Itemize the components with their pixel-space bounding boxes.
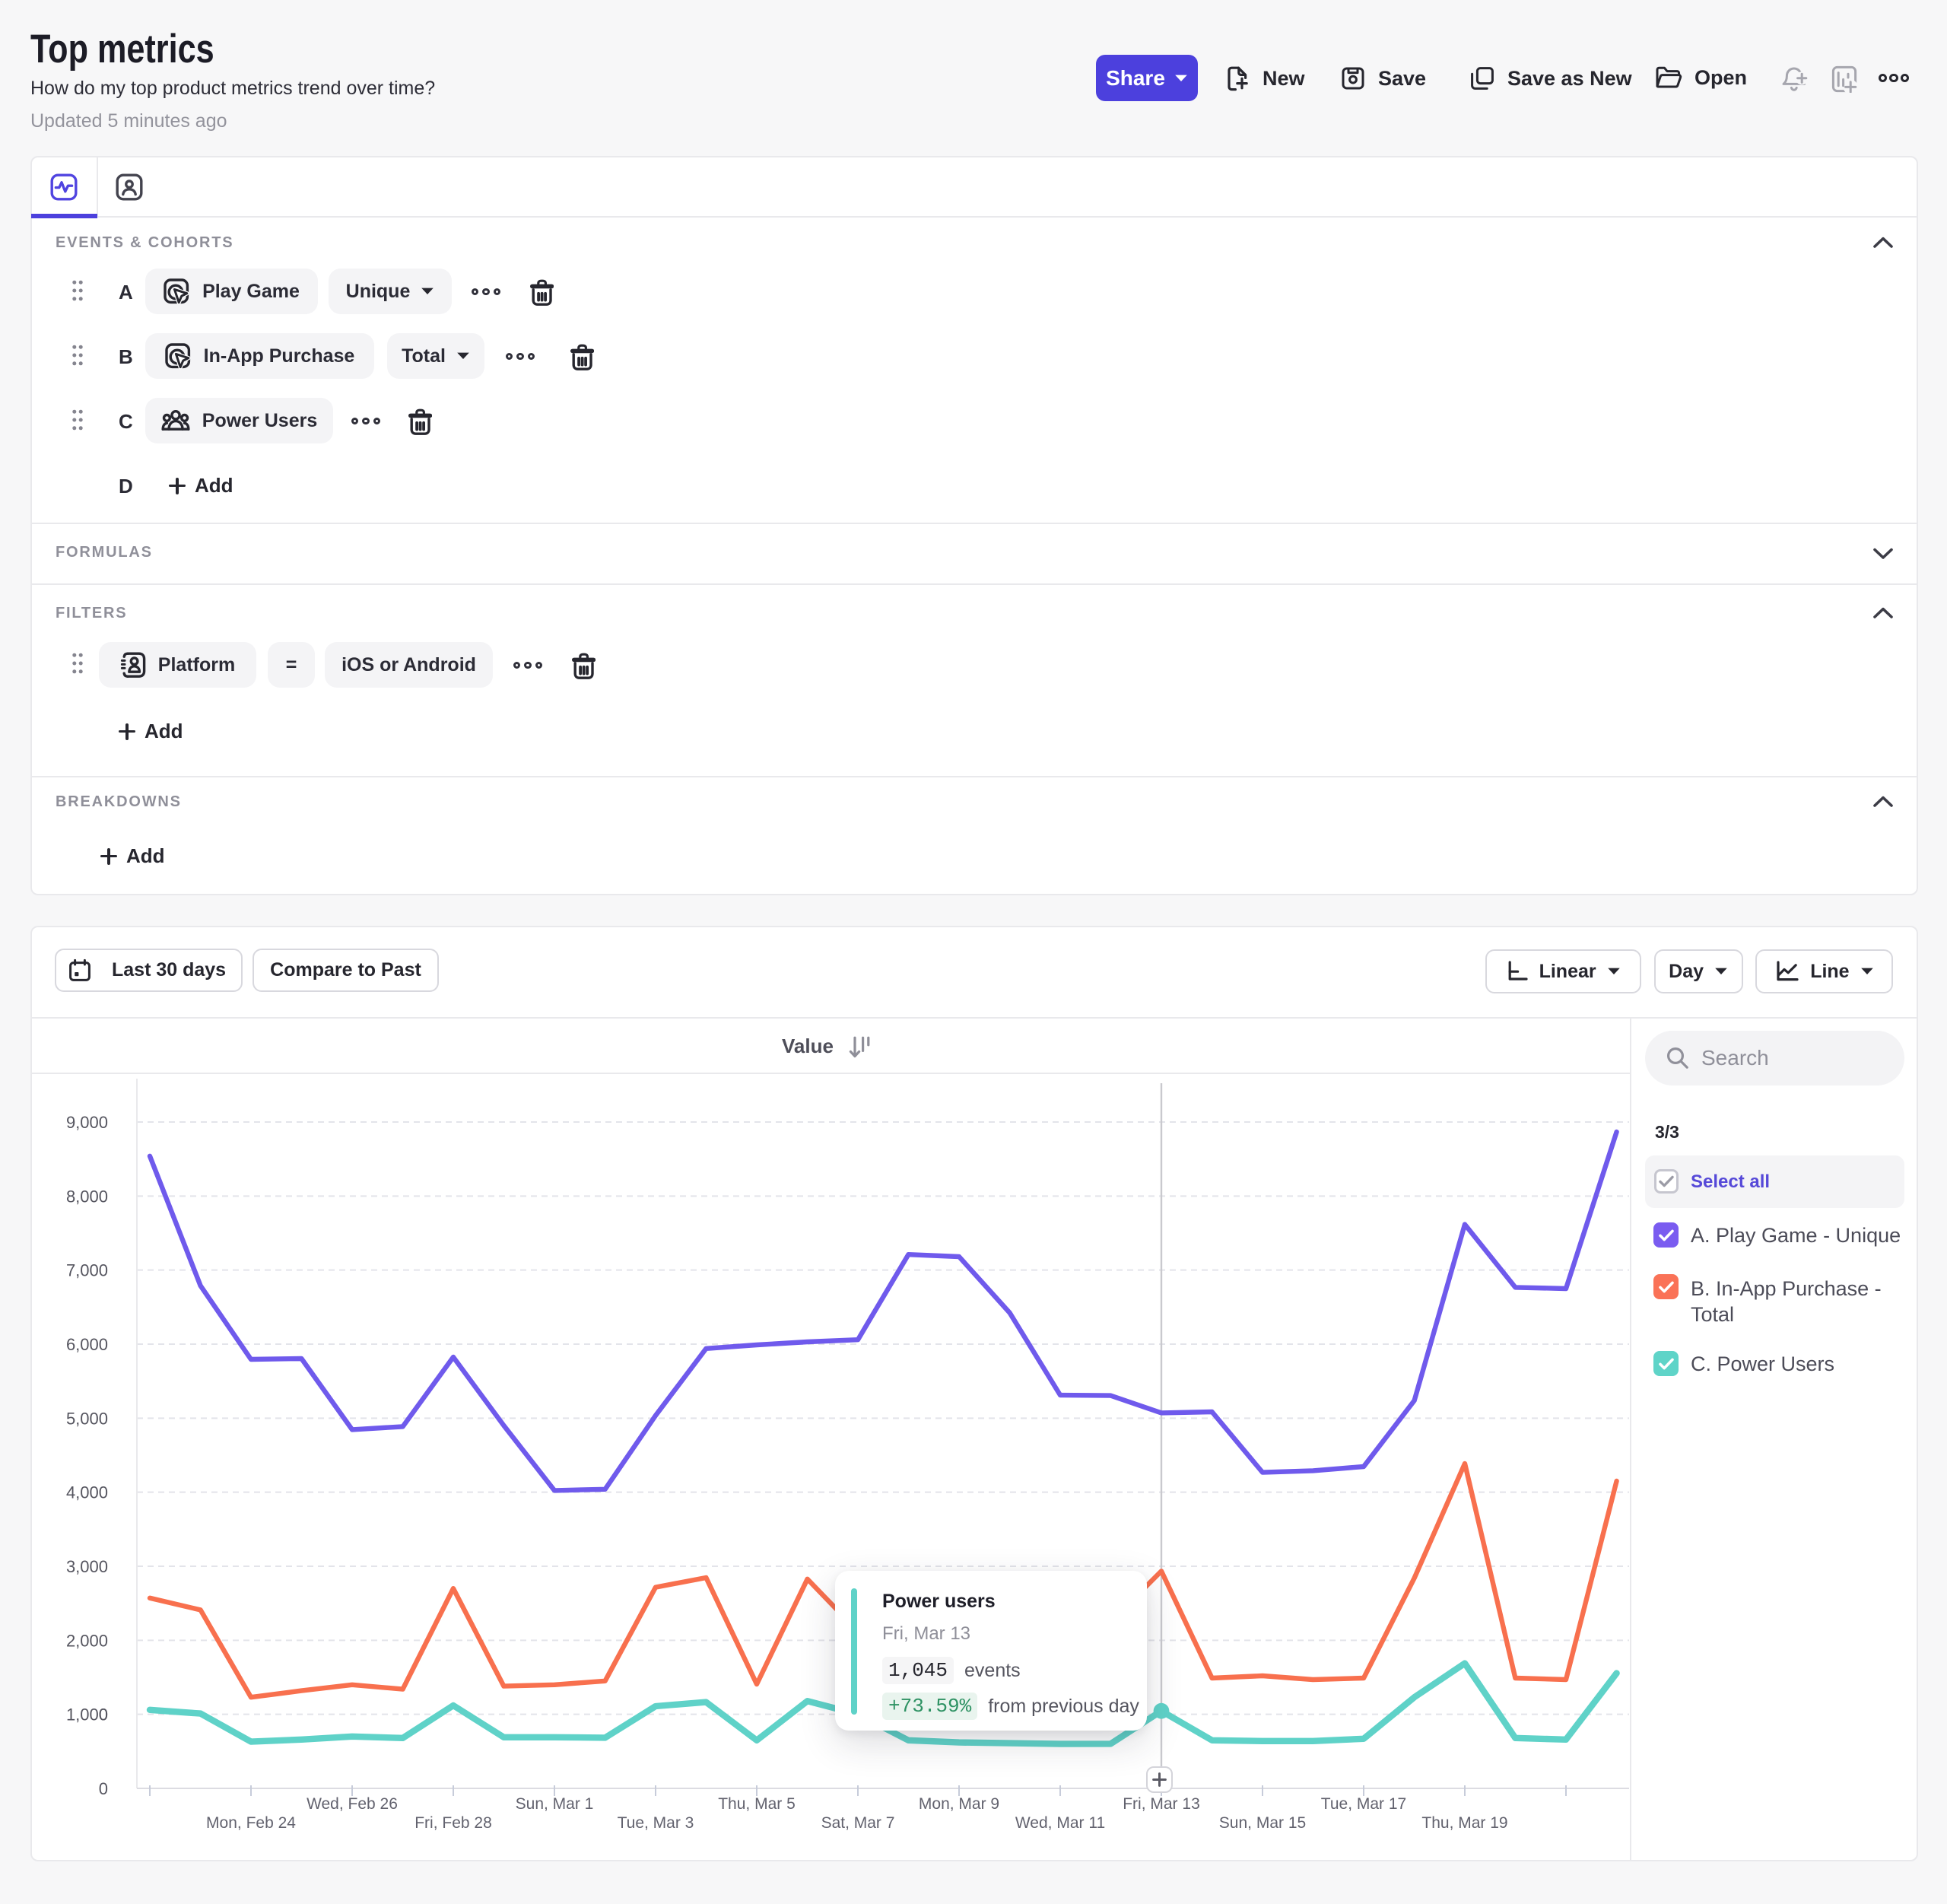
svg-text:Sun, Mar 15: Sun, Mar 15 bbox=[1219, 1814, 1306, 1832]
svg-text:7,000: 7,000 bbox=[66, 1261, 108, 1280]
svg-text:2,000: 2,000 bbox=[66, 1631, 108, 1650]
svg-text:Thu, Mar 19: Thu, Mar 19 bbox=[1421, 1814, 1507, 1832]
svg-text:Fri, Mar 13: Fri, Mar 13 bbox=[1123, 1795, 1200, 1813]
svg-text:8,000: 8,000 bbox=[66, 1187, 108, 1206]
svg-text:9,000: 9,000 bbox=[66, 1113, 108, 1132]
svg-text:Fri, Feb 28: Fri, Feb 28 bbox=[414, 1814, 492, 1832]
svg-text:3,000: 3,000 bbox=[66, 1557, 108, 1576]
svg-text:Wed, Feb 26: Wed, Feb 26 bbox=[307, 1795, 398, 1813]
svg-text:0: 0 bbox=[99, 1705, 108, 1724]
svg-text:4,000: 4,000 bbox=[66, 1483, 108, 1502]
svg-text:0: 0 bbox=[99, 1779, 108, 1798]
svg-text:Tue, Mar 17: Tue, Mar 17 bbox=[1321, 1795, 1406, 1813]
svg-text:Tue, Mar 3: Tue, Mar 3 bbox=[618, 1814, 694, 1832]
svg-text:Sat, Mar 7: Sat, Mar 7 bbox=[821, 1814, 895, 1832]
svg-text:Thu, Mar 5: Thu, Mar 5 bbox=[718, 1795, 796, 1813]
svg-text:Mon, Feb 24: Mon, Feb 24 bbox=[206, 1814, 296, 1832]
svg-text:Wed, Mar 11: Wed, Mar 11 bbox=[1015, 1814, 1105, 1832]
svg-text:Mon, Mar 9: Mon, Mar 9 bbox=[919, 1795, 999, 1813]
svg-text:1,000: 1,000 bbox=[66, 1705, 108, 1724]
svg-text:6,000: 6,000 bbox=[66, 1335, 108, 1354]
svg-text:Sun, Mar 1: Sun, Mar 1 bbox=[516, 1795, 594, 1813]
svg-text:5,000: 5,000 bbox=[66, 1409, 108, 1428]
